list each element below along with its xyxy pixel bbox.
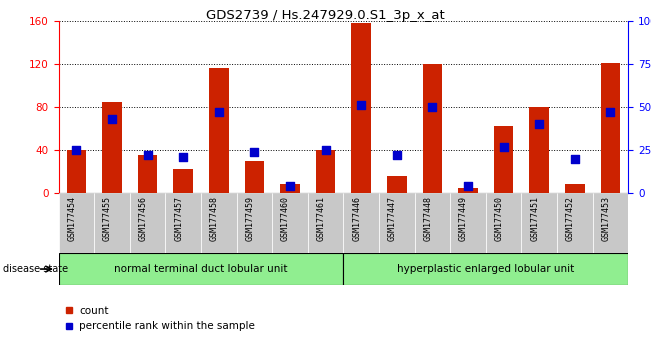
Text: GSM177449: GSM177449 — [459, 196, 468, 241]
Bar — [565, 184, 585, 193]
Text: GSM177448: GSM177448 — [423, 196, 432, 241]
Bar — [173, 169, 193, 193]
Point — [107, 116, 117, 122]
Bar — [59, 193, 94, 253]
Text: GSM177455: GSM177455 — [103, 196, 112, 241]
Text: hyperplastic enlarged lobular unit: hyperplastic enlarged lobular unit — [397, 264, 574, 274]
Point — [392, 152, 402, 158]
Point — [320, 147, 331, 153]
Bar — [236, 193, 272, 253]
Text: GSM177458: GSM177458 — [210, 196, 219, 241]
Bar — [529, 107, 549, 193]
Bar — [352, 23, 371, 193]
Bar — [66, 150, 86, 193]
Bar — [201, 193, 236, 253]
Bar — [59, 253, 344, 285]
Bar — [450, 193, 486, 253]
Text: GSM177452: GSM177452 — [566, 196, 575, 241]
Text: disease state: disease state — [3, 264, 68, 274]
Bar — [308, 193, 344, 253]
Text: GSM177446: GSM177446 — [352, 196, 361, 241]
Bar — [422, 64, 442, 193]
Bar — [209, 68, 229, 193]
Bar — [94, 193, 130, 253]
Point — [178, 154, 188, 160]
Point — [249, 149, 260, 155]
Bar — [494, 126, 514, 193]
Text: GSM177461: GSM177461 — [316, 196, 326, 241]
Legend: count, percentile rank within the sample: count, percentile rank within the sample — [64, 306, 255, 331]
Point — [463, 183, 473, 189]
Point — [499, 144, 509, 149]
Point — [214, 109, 224, 115]
Bar — [415, 193, 450, 253]
Point — [427, 104, 437, 110]
Bar — [245, 161, 264, 193]
Bar — [387, 176, 407, 193]
Bar — [557, 193, 592, 253]
Text: GDS2739 / Hs.247929.0.S1_3p_x_at: GDS2739 / Hs.247929.0.S1_3p_x_at — [206, 9, 445, 22]
Text: normal terminal duct lobular unit: normal terminal duct lobular unit — [114, 264, 288, 274]
Text: GSM177450: GSM177450 — [495, 196, 504, 241]
Bar — [521, 193, 557, 253]
Text: GSM177460: GSM177460 — [281, 196, 290, 241]
Text: GSM177447: GSM177447 — [388, 196, 397, 241]
Point — [534, 121, 544, 127]
Text: GSM177451: GSM177451 — [530, 196, 539, 241]
Point — [605, 109, 616, 115]
Bar — [138, 155, 158, 193]
Bar — [316, 150, 335, 193]
Text: GSM177457: GSM177457 — [174, 196, 183, 241]
Bar — [102, 102, 122, 193]
Point — [143, 152, 153, 158]
Text: GSM177453: GSM177453 — [602, 196, 611, 241]
Bar — [592, 193, 628, 253]
Bar — [344, 193, 379, 253]
Bar — [379, 193, 415, 253]
Bar — [165, 193, 201, 253]
Point — [570, 156, 580, 161]
Point — [356, 103, 367, 108]
Text: GSM177459: GSM177459 — [245, 196, 255, 241]
Text: GSM177456: GSM177456 — [139, 196, 148, 241]
Bar — [458, 188, 478, 193]
Point — [71, 147, 81, 153]
Bar — [280, 184, 300, 193]
Bar — [486, 193, 521, 253]
Bar — [601, 63, 620, 193]
Point — [284, 183, 295, 189]
Bar — [130, 193, 165, 253]
Bar — [272, 193, 308, 253]
Text: GSM177454: GSM177454 — [68, 196, 76, 241]
Bar — [344, 253, 628, 285]
